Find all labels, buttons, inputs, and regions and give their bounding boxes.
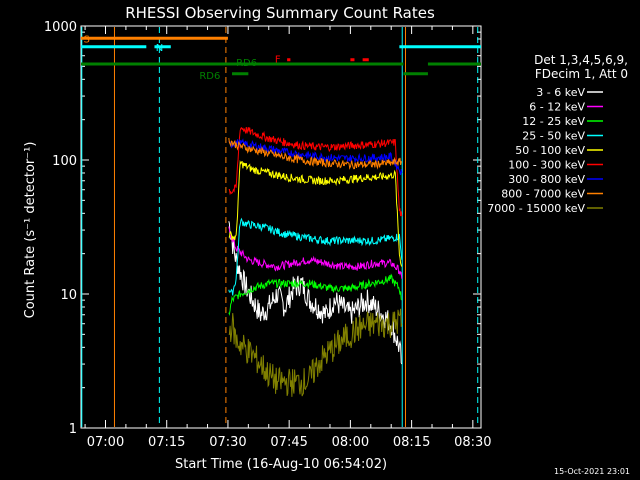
x-tick-label: 07:00	[87, 435, 124, 450]
series-line	[228, 308, 403, 397]
legend-entry-label: 3 - 6 keV	[536, 86, 585, 99]
flag-label: RD6	[236, 58, 257, 69]
legend-entry-label: 800 - 7000 keV	[501, 188, 585, 201]
x-tick-label: 08:30	[454, 435, 491, 450]
legend-entry-label: 50 - 100 keV	[515, 144, 585, 157]
y-tick-label: 100	[52, 154, 77, 169]
flag-label: S	[83, 34, 89, 45]
series-line	[228, 160, 403, 267]
x-tick-label: 07:30	[209, 435, 246, 450]
x-tick-label: 08:00	[332, 435, 369, 450]
legend-entry-label: 100 - 300 keV	[508, 159, 585, 172]
plot-frame	[80, 25, 482, 429]
flag-label: N	[156, 43, 163, 54]
plot-layer: 1 10 100 1000 07:00 07:15 07:30 07:45 08:00 08:15…	[44, 20, 603, 450]
flag-label: F	[275, 55, 281, 66]
x-tick-label: 08:15	[393, 435, 430, 450]
x-tick-label: 07:45	[270, 435, 307, 450]
series-line	[228, 273, 403, 317]
legend-entry-label: 12 - 25 keV	[522, 115, 585, 128]
y-axis-label: Count Rate (s⁻¹ detector⁻¹)	[23, 142, 38, 319]
legend-entry-label: 7000 - 15000 keV	[487, 202, 585, 215]
y-tick-label: 1000	[44, 20, 77, 35]
render-timestamp: 15-Oct-2021 23:01	[554, 467, 630, 476]
legend-header-line-1: Det 1,3,4,5,6,9,	[534, 53, 628, 67]
legend-entry-label: 25 - 50 keV	[522, 130, 585, 143]
flag-label: RD6	[199, 71, 220, 82]
x-axis-label: Start Time (16-Aug-10 06:54:02)	[175, 457, 387, 472]
y-tick-label: 10	[60, 288, 77, 303]
series-line	[228, 217, 403, 296]
legend-entry-label: 300 - 800 keV	[508, 173, 585, 186]
chart-title: RHESSI Observing Summary Count Rates	[125, 4, 435, 22]
series-line	[228, 221, 403, 365]
legend-header-line-2: FDecim 1, Att 0	[535, 67, 628, 81]
x-tick-label: 07:15	[148, 435, 185, 450]
series-line	[228, 137, 403, 170]
legend-entry-label: 6 - 12 keV	[529, 101, 585, 114]
y-tick-label: 1	[69, 422, 77, 437]
series-line	[228, 138, 403, 176]
series-line	[228, 226, 403, 279]
series-line	[228, 126, 403, 217]
